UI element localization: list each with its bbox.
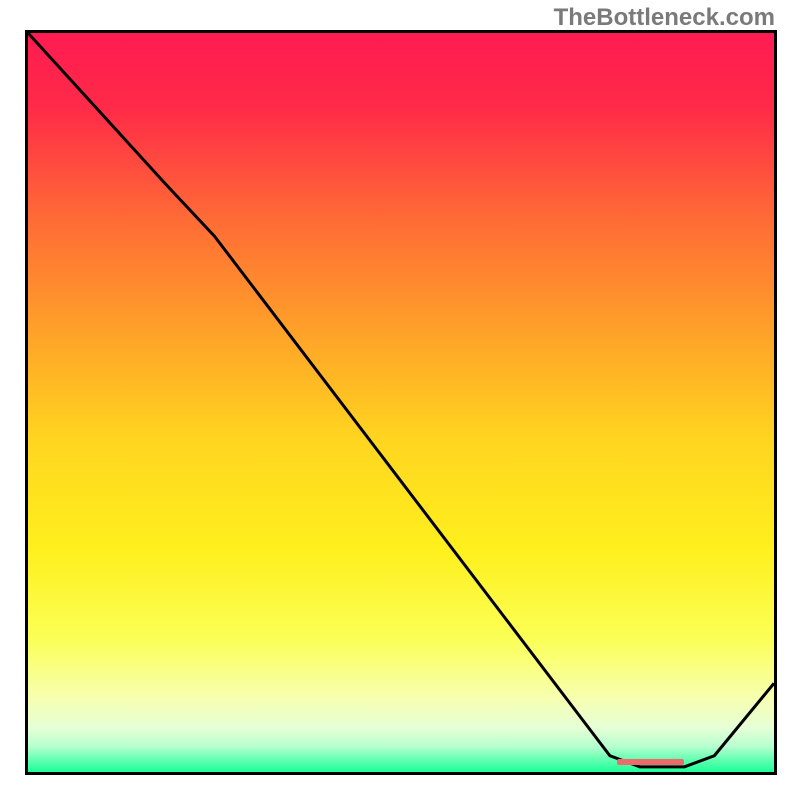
- flat-bottom-marker: [617, 759, 684, 765]
- watermark-text: TheBottleneck.com: [554, 4, 775, 32]
- chart-root: TheBottleneck.com: [0, 0, 800, 800]
- bottleneck-curve: [28, 33, 774, 767]
- curve-layer: [0, 0, 800, 800]
